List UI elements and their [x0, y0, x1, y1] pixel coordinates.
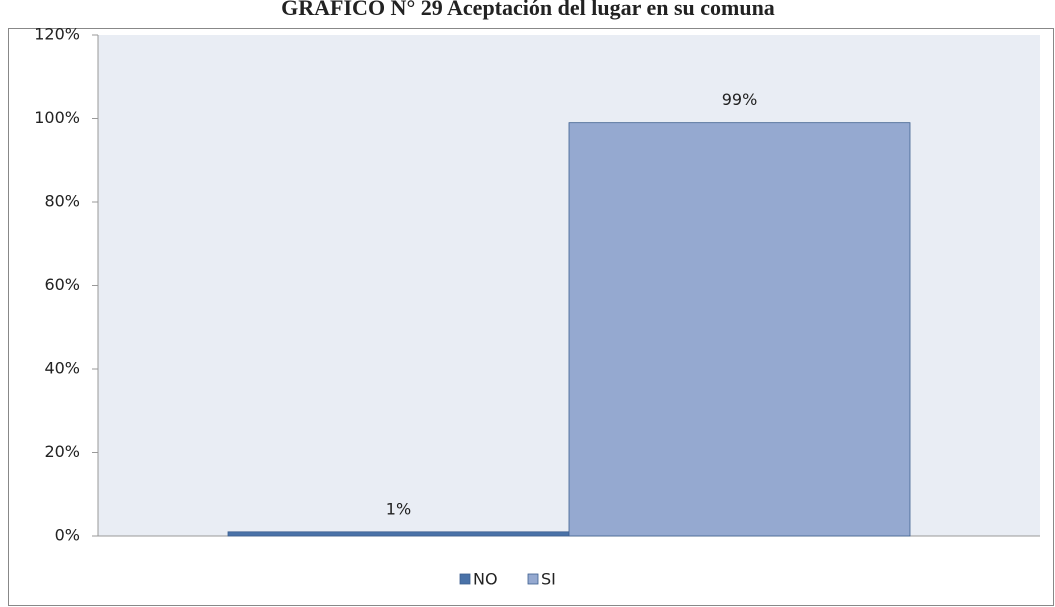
y-tick-label: 0%: [55, 526, 80, 545]
value-label: 1%: [386, 499, 411, 518]
value-label: 99%: [722, 90, 758, 109]
y-tick-label: 100%: [34, 108, 80, 127]
y-tick-label: 60%: [44, 275, 80, 294]
bar: [568, 122, 911, 537]
y-tick-label: 20%: [44, 442, 80, 461]
legend-marker: [527, 573, 539, 585]
bar: [227, 531, 570, 537]
legend-label: SI: [541, 570, 556, 589]
y-tick-label: 40%: [44, 359, 80, 378]
y-tick-label: 80%: [44, 192, 80, 211]
legend-label: NO: [473, 570, 498, 589]
chart-title: GRAFICO N° 29 Aceptación del lugar en su…: [281, 0, 775, 20]
legend-marker: [459, 573, 471, 585]
y-tick-label: 120%: [34, 25, 80, 44]
